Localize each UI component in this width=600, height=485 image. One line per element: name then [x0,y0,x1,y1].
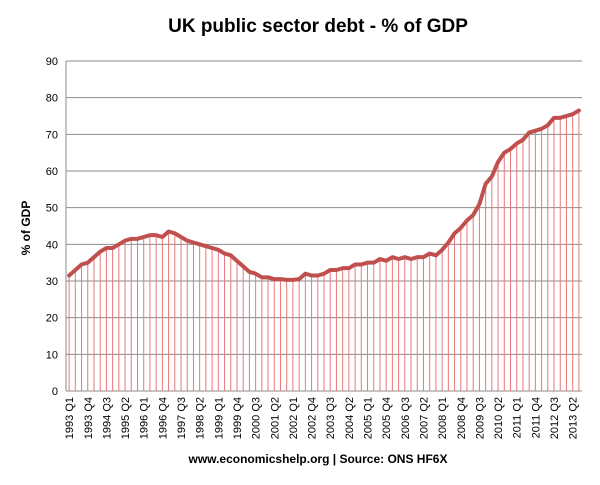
x-tick-label: 1999 Q4 [232,397,244,439]
debt-line [67,108,581,282]
x-tick-label: 2005 Q4 [381,397,393,439]
y-axis-label: % of GDP [19,201,33,256]
y-tick-label: 60 [46,166,58,178]
x-tick-label: 1993 Q1 [64,397,76,439]
x-tick-label: 2006 Q3 [400,397,412,439]
x-tick-label: 1997 Q3 [176,397,188,439]
y-tick-label: 70 [46,129,58,141]
x-tick-label: 2008 Q1 [437,397,449,439]
x-tick-label: 2002 Q1 [288,397,300,439]
x-tick-label: 1996 Q4 [157,397,169,439]
y-tick-label: 90 [46,56,58,68]
y-tick-label: 40 [46,239,58,251]
x-tick-label: 2012 Q3 [549,397,561,439]
x-tick-label: 2011 Q1 [512,397,524,438]
x-tick-label: 2008 Q4 [456,397,468,439]
x-tick-label: 1999 Q1 [213,397,225,439]
x-tick-label: 2007 Q2 [418,397,430,439]
y-tick-label: 50 [46,203,58,215]
chart-title: UK public sector debt - % of GDP [168,16,468,37]
x-tick-label: 2002 Q4 [307,397,319,439]
y-tick-label: 30 [46,276,58,288]
y-tick-label: 10 [46,349,58,361]
x-tick-label: 1995 Q2 [120,397,132,439]
x-tick-label: 2005 Q1 [363,397,375,439]
x-tick-label: 1996 Q1 [139,397,151,439]
y-tick-label: 80 [46,93,58,105]
y-tick-label: 20 [46,313,58,325]
x-tick-label: 1993 Q4 [83,397,95,439]
x-tick-label: 2001 Q2 [269,397,281,439]
x-tick-label: 2003 Q3 [325,397,337,439]
y-tick-label: 0 [52,386,58,398]
x-tick-label: 2011 Q4 [530,397,542,438]
x-tick-label: 2000 Q3 [251,397,263,439]
source-note: www.economicshelp.org | Source: ONS HF6X [188,452,448,466]
x-tick-label: 2010 Q2 [493,397,505,439]
x-tick-label: 2009 Q3 [474,397,486,439]
x-tick-label: 2004 Q2 [344,397,356,439]
x-tick-label: 2013 Q2 [568,397,580,439]
x-tick-label: 1998 Q2 [195,397,207,439]
x-tick-label: 1994 Q3 [101,397,113,439]
